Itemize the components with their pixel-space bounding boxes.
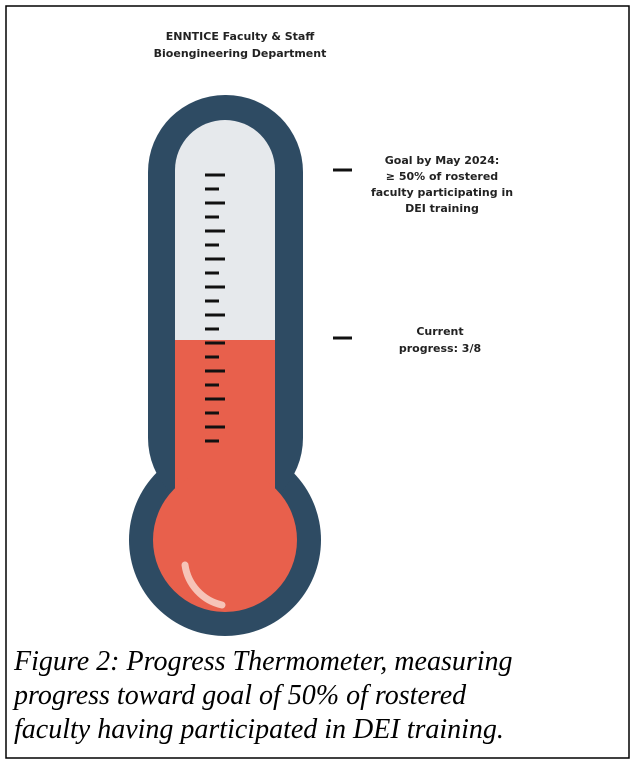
text-line: ≥ 50% of rostered	[386, 170, 498, 183]
text-line: progress: 3/8	[399, 342, 481, 355]
text-line: Bioengineering Department	[154, 47, 327, 60]
text-line: DEI training	[405, 202, 479, 215]
text-line: Current	[416, 325, 463, 338]
ticks	[205, 173, 225, 443]
text-line: Goal by May 2024:	[385, 154, 500, 167]
goal-label: Goal by May 2024: ≥ 50% of rostered facult…	[371, 154, 513, 215]
text-line: Figure 2: Progress Thermometer, measurin…	[13, 646, 513, 677]
figure-title: ENNTICE Faculty & Staff Bioengineering De…	[154, 30, 327, 60]
text-line: progress toward goal of 50% of rostered	[12, 680, 467, 711]
thermometer	[129, 95, 352, 636]
frame	[5, 5, 630, 759]
text-line: ENNTICE Faculty & Staff	[166, 30, 315, 43]
text-line: faculty having participated in DEI train…	[14, 714, 504, 745]
highlight	[181, 561, 226, 609]
caption: Figure 2: Progress Thermometer, measurin…	[12, 646, 513, 745]
text-line: faculty participating in	[371, 186, 513, 199]
bulb-inner	[153, 468, 297, 612]
progress-label: Current progress: 3/8	[399, 325, 481, 355]
